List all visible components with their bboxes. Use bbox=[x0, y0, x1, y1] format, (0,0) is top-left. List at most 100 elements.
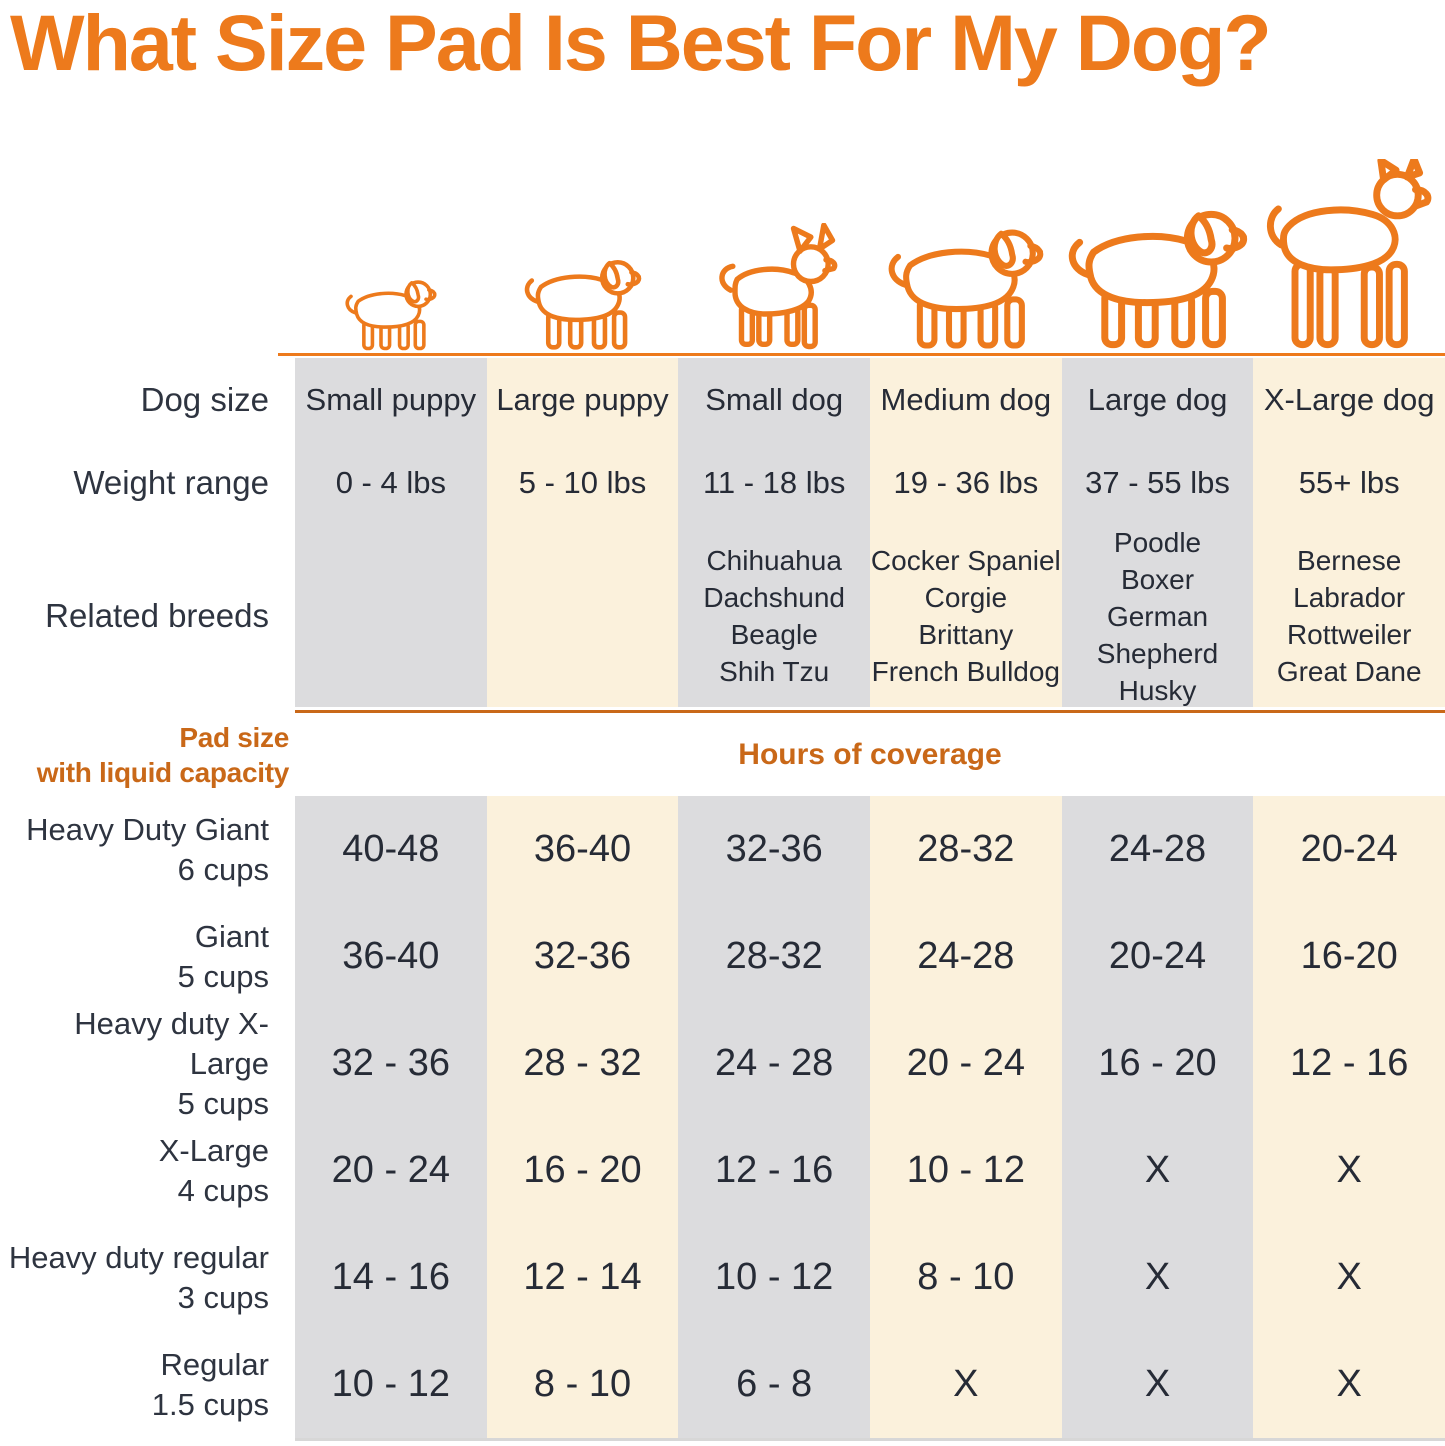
hours-value-cell: 32-36 bbox=[533, 935, 632, 977]
hours-value-cell: 8 - 10 bbox=[533, 1363, 632, 1405]
breeds-cell bbox=[487, 525, 679, 707]
hours-value-cell: 12 - 16 bbox=[1290, 1042, 1409, 1084]
breeds-cell: Chihuahua Dachshund Beagle Shih Tzu bbox=[678, 525, 870, 707]
breed-line: Beagle bbox=[730, 619, 818, 650]
hours-value-cell: 14 - 16 bbox=[331, 1256, 450, 1298]
breed-line: Shih Tzu bbox=[719, 656, 830, 687]
pad-capacity: 5 cups bbox=[177, 958, 269, 994]
weight-range-row: Weight range 0 - 4 lbs 5 - 10 lbs 11 - 18 … bbox=[0, 441, 1445, 525]
pad-capacity: 5 cups bbox=[177, 1085, 269, 1121]
pad-row: Heavy duty X-Large 5 cups 32 - 36 28 - 32 24… bbox=[0, 1006, 1445, 1121]
dog-size-row: Dog size Small puppy Large puppy Small dog… bbox=[0, 358, 1445, 441]
hours-value-cell: 24-28 bbox=[917, 935, 1015, 977]
hours-value-cell: 16-20 bbox=[1300, 935, 1398, 977]
hours-value-cell: 20 - 24 bbox=[331, 1149, 450, 1191]
hours-value-cell: 32 - 36 bbox=[331, 1042, 450, 1084]
column-stripe bbox=[1253, 796, 1445, 1438]
breed-line: Brittany bbox=[918, 619, 1014, 650]
pad-row-label: Heavy duty regular 3 cups bbox=[0, 1224, 295, 1331]
column-stripe bbox=[1061, 358, 1254, 707]
pad-row: Heavy Duty Giant 6 cups 40-48 36-40 32-36 28-… bbox=[0, 796, 1445, 903]
dog-size-cell: Small dog bbox=[705, 381, 844, 417]
pad-row: X-Large 4 cups 20 - 24 16 - 20 12 - 16 10 - 1… bbox=[0, 1117, 1445, 1224]
hours-value-cell: X bbox=[1336, 1363, 1362, 1405]
breed-line: French Bulldog bbox=[871, 656, 1061, 687]
dog-size-cell: Small puppy bbox=[305, 381, 477, 417]
breeds-cell: Poodle Boxer German Shepherd Husky bbox=[1062, 525, 1254, 707]
pad-row-label: Heavy duty X-Large 5 cups bbox=[0, 1006, 295, 1121]
hours-value-cell: 16 - 20 bbox=[523, 1149, 642, 1191]
row-label-related-breeds: Related breeds bbox=[45, 597, 269, 634]
hours-value-cell: 10 - 12 bbox=[331, 1363, 450, 1405]
weight-range-cell: 11 - 18 lbs bbox=[702, 465, 846, 500]
hours-value-cell: 24 - 28 bbox=[715, 1042, 834, 1084]
column-stripe bbox=[486, 358, 679, 707]
hours-value-cell: 28-32 bbox=[725, 935, 823, 977]
column-stripe bbox=[678, 358, 871, 707]
column-stripes-upper bbox=[295, 358, 1445, 707]
row-label-dog-size: Dog size bbox=[140, 380, 269, 418]
column-stripe bbox=[1061, 796, 1254, 1438]
hours-value-cell: 12 - 14 bbox=[523, 1256, 642, 1298]
hours-value-cell: 10 - 12 bbox=[906, 1149, 1025, 1191]
weight-range-cell: 0 - 4 lbs bbox=[335, 465, 446, 500]
hours-value-cell: X bbox=[1336, 1149, 1362, 1191]
pad-name: X-Large bbox=[158, 1132, 269, 1168]
pad-name: Giant bbox=[194, 918, 269, 954]
hours-value-cell: 28 - 32 bbox=[523, 1042, 642, 1084]
pad-capacity: 4 cups bbox=[177, 1172, 269, 1208]
section-divider-line bbox=[295, 710, 1445, 713]
breed-line: Husky bbox=[1118, 674, 1197, 706]
small-dog-icon bbox=[709, 223, 839, 353]
hours-value-cell: X bbox=[1144, 1256, 1171, 1298]
pad-section-header: Pad size with liquid capacity Hours of c… bbox=[0, 713, 1445, 796]
dog-size-cell: Large dog bbox=[1087, 381, 1228, 417]
dog-size-cell: Medium dog bbox=[880, 381, 1052, 417]
pad-size-heading: Pad size with liquid capacity bbox=[0, 713, 295, 796]
hours-value-cell: 12 - 16 bbox=[715, 1149, 834, 1191]
bottom-border-line bbox=[295, 1438, 1445, 1441]
x-large-dog-icon bbox=[1259, 159, 1439, 353]
pad-capacity: 1.5 cups bbox=[151, 1386, 269, 1422]
weight-range-cell: 55+ lbs bbox=[1298, 465, 1400, 500]
breeds-cell: Cocker Spaniel Corgie Brittany French Bulld… bbox=[870, 525, 1062, 707]
breed-line: Labrador bbox=[1293, 582, 1406, 613]
breeds-cell bbox=[295, 525, 487, 707]
weight-range-cell: 19 - 36 lbs bbox=[893, 465, 1039, 500]
pad-row-label: Giant 5 cups bbox=[0, 903, 295, 1010]
small-puppy-icon bbox=[341, 274, 441, 353]
pad-name: Regular bbox=[160, 1346, 269, 1382]
hours-value-cell: 40-48 bbox=[342, 828, 440, 870]
column-stripe bbox=[295, 796, 487, 1438]
related-breeds-row: Related breeds Chihuahua Dachshund Beagle S… bbox=[0, 525, 1445, 707]
hours-value-cell: 20-24 bbox=[1300, 828, 1398, 870]
pad-size-heading-line2: with liquid capacity bbox=[36, 756, 290, 788]
hours-value-cell: 36-40 bbox=[342, 935, 440, 977]
column-stripe bbox=[678, 796, 871, 1438]
pad-capacity: 3 cups bbox=[177, 1279, 269, 1315]
dog-size-cell: X-Large dog bbox=[1263, 381, 1435, 417]
breed-line: Great Dane bbox=[1276, 656, 1422, 687]
weight-range-cell: 5 - 10 lbs bbox=[518, 465, 647, 500]
breed-line: Boxer bbox=[1120, 563, 1195, 595]
pad-capacity: 6 cups bbox=[177, 851, 269, 887]
column-stripes-lower bbox=[295, 796, 1445, 1438]
column-stripe bbox=[870, 796, 1062, 1438]
hours-value-cell: 6 - 8 bbox=[736, 1363, 813, 1405]
pad-row: Heavy duty regular 3 cups 14 - 16 12 - 14 10… bbox=[0, 1224, 1445, 1331]
hours-value-cell: 24-28 bbox=[1108, 828, 1207, 870]
pad-row: Giant 5 cups 36-40 32-36 28-32 24-28 20-24 16-2… bbox=[0, 903, 1445, 1010]
breed-line: Poodle bbox=[1113, 526, 1202, 558]
page-title: What Size Pad Is Best For My Dog? bbox=[10, 0, 1272, 87]
breeds-cell: Bernese Labrador Rottweiler Great Dane bbox=[1253, 525, 1445, 707]
column-stripe bbox=[295, 358, 487, 707]
dogs-baseline bbox=[278, 353, 1445, 356]
hours-value-cell: X bbox=[1144, 1363, 1171, 1405]
breed-line: German Shepherd bbox=[1096, 600, 1219, 669]
breed-line: Bernese bbox=[1297, 545, 1402, 576]
hours-value-cell: 8 - 10 bbox=[917, 1256, 1015, 1298]
pad-name: Heavy Duty Giant bbox=[26, 811, 269, 847]
breed-line: Dachshund bbox=[703, 582, 845, 613]
pad-row-label: X-Large 4 cups bbox=[0, 1117, 295, 1224]
